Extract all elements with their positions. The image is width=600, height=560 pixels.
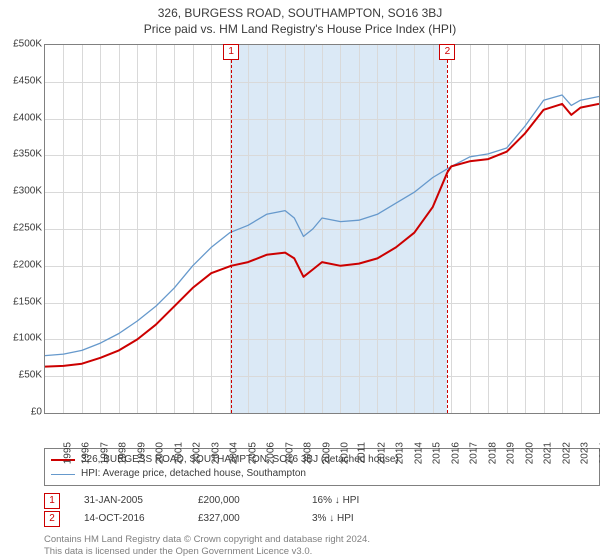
legend-label: 326, BURGESS ROAD, SOUTHAMPTON, SO16 3BJ… xyxy=(81,453,399,467)
x-tick-label: 2013 xyxy=(395,442,406,464)
chart-subtitle: Price paid vs. HM Land Registry's House … xyxy=(10,22,590,36)
x-tick-label: 2002 xyxy=(192,442,203,464)
x-tick-label: 1995 xyxy=(62,442,73,464)
y-tick-label: £200K xyxy=(13,259,42,270)
y-tick-label: £400K xyxy=(13,112,42,123)
x-tick-label: 2000 xyxy=(155,442,166,464)
x-tick-label: 2019 xyxy=(505,442,516,464)
legend-label: HPI: Average price, detached house, Sout… xyxy=(81,467,306,481)
y-tick-label: £50K xyxy=(19,370,42,381)
sale-price: £327,000 xyxy=(198,510,288,528)
x-tick-label: 2006 xyxy=(265,442,276,464)
footer: Contains HM Land Registry data © Crown c… xyxy=(44,534,600,558)
y-tick-label: £350K xyxy=(13,149,42,160)
y-tick-label: £100K xyxy=(13,333,42,344)
sale-marker-box: 2 xyxy=(439,44,455,60)
y-tick-label: £450K xyxy=(13,75,42,86)
sale-marker-line xyxy=(231,45,232,413)
series-line xyxy=(45,95,599,356)
x-tick-label: 1996 xyxy=(81,442,92,464)
x-tick-label: 2017 xyxy=(469,442,480,464)
chart-plot-area: 12 xyxy=(44,44,600,414)
x-tick-label: 2015 xyxy=(432,442,443,464)
x-tick-label: 2014 xyxy=(413,442,424,464)
x-tick-label: 2007 xyxy=(284,442,295,464)
y-tick-label: £500K xyxy=(13,39,42,50)
x-tick-label: 2012 xyxy=(376,442,387,464)
x-tick-label: 2018 xyxy=(487,442,498,464)
x-tick-label: 2016 xyxy=(450,442,461,464)
x-tick-label: 1997 xyxy=(99,442,110,464)
x-tick-label: 2011 xyxy=(357,442,368,464)
x-tick-label: 1998 xyxy=(118,442,129,464)
sales-table: 1 31-JAN-2005 £200,000 16% ↓ HPI 2 14-OCT-201… xyxy=(44,492,600,528)
sale-date: 31-JAN-2005 xyxy=(84,492,174,510)
x-tick-label: 2010 xyxy=(339,442,350,464)
x-tick-label: 2021 xyxy=(542,442,553,464)
legend-item: HPI: Average price, detached house, Sout… xyxy=(51,467,593,481)
sale-row: 2 14-OCT-2016 £327,000 3% ↓ HPI xyxy=(44,510,600,528)
y-tick-label: £150K xyxy=(13,296,42,307)
sale-marker: 2 xyxy=(44,511,60,527)
x-tick-label: 2008 xyxy=(302,442,313,464)
sale-marker-line xyxy=(447,45,448,413)
x-tick-label: 2001 xyxy=(173,442,184,464)
sale-price: £200,000 xyxy=(198,492,288,510)
x-tick-label: 2003 xyxy=(210,442,221,464)
y-tick-label: £300K xyxy=(13,186,42,197)
footer-line-1: Contains HM Land Registry data © Crown c… xyxy=(44,534,600,546)
sale-marker: 1 xyxy=(44,493,60,509)
x-tick-label: 1999 xyxy=(136,442,147,464)
chart-lines xyxy=(45,45,599,413)
y-tick-label: £0 xyxy=(31,407,42,418)
chart-title: 326, BURGESS ROAD, SOUTHAMPTON, SO16 3BJ xyxy=(10,6,590,20)
sale-delta: 16% ↓ HPI xyxy=(312,492,402,510)
x-tick-label: 2009 xyxy=(321,442,332,464)
sale-date: 14-OCT-2016 xyxy=(84,510,174,528)
x-tick-label: 2004 xyxy=(228,442,239,464)
y-tick-label: £250K xyxy=(13,223,42,234)
sale-delta: 3% ↓ HPI xyxy=(312,510,402,528)
x-axis-labels: 1995199619971998199920002001200220032004… xyxy=(44,414,600,444)
x-tick-label: 2022 xyxy=(561,442,572,464)
y-axis-labels: £0£50K£100K£150K£200K£250K£300K£350K£400… xyxy=(10,44,44,412)
sale-marker-box: 1 xyxy=(223,44,239,60)
legend-swatch xyxy=(51,474,75,475)
x-tick-label: 2020 xyxy=(524,442,535,464)
footer-line-2: This data is licensed under the Open Gov… xyxy=(44,546,600,558)
x-tick-label: 2005 xyxy=(247,442,258,464)
sale-row: 1 31-JAN-2005 £200,000 16% ↓ HPI xyxy=(44,492,600,510)
x-tick-label: 2023 xyxy=(579,442,590,464)
